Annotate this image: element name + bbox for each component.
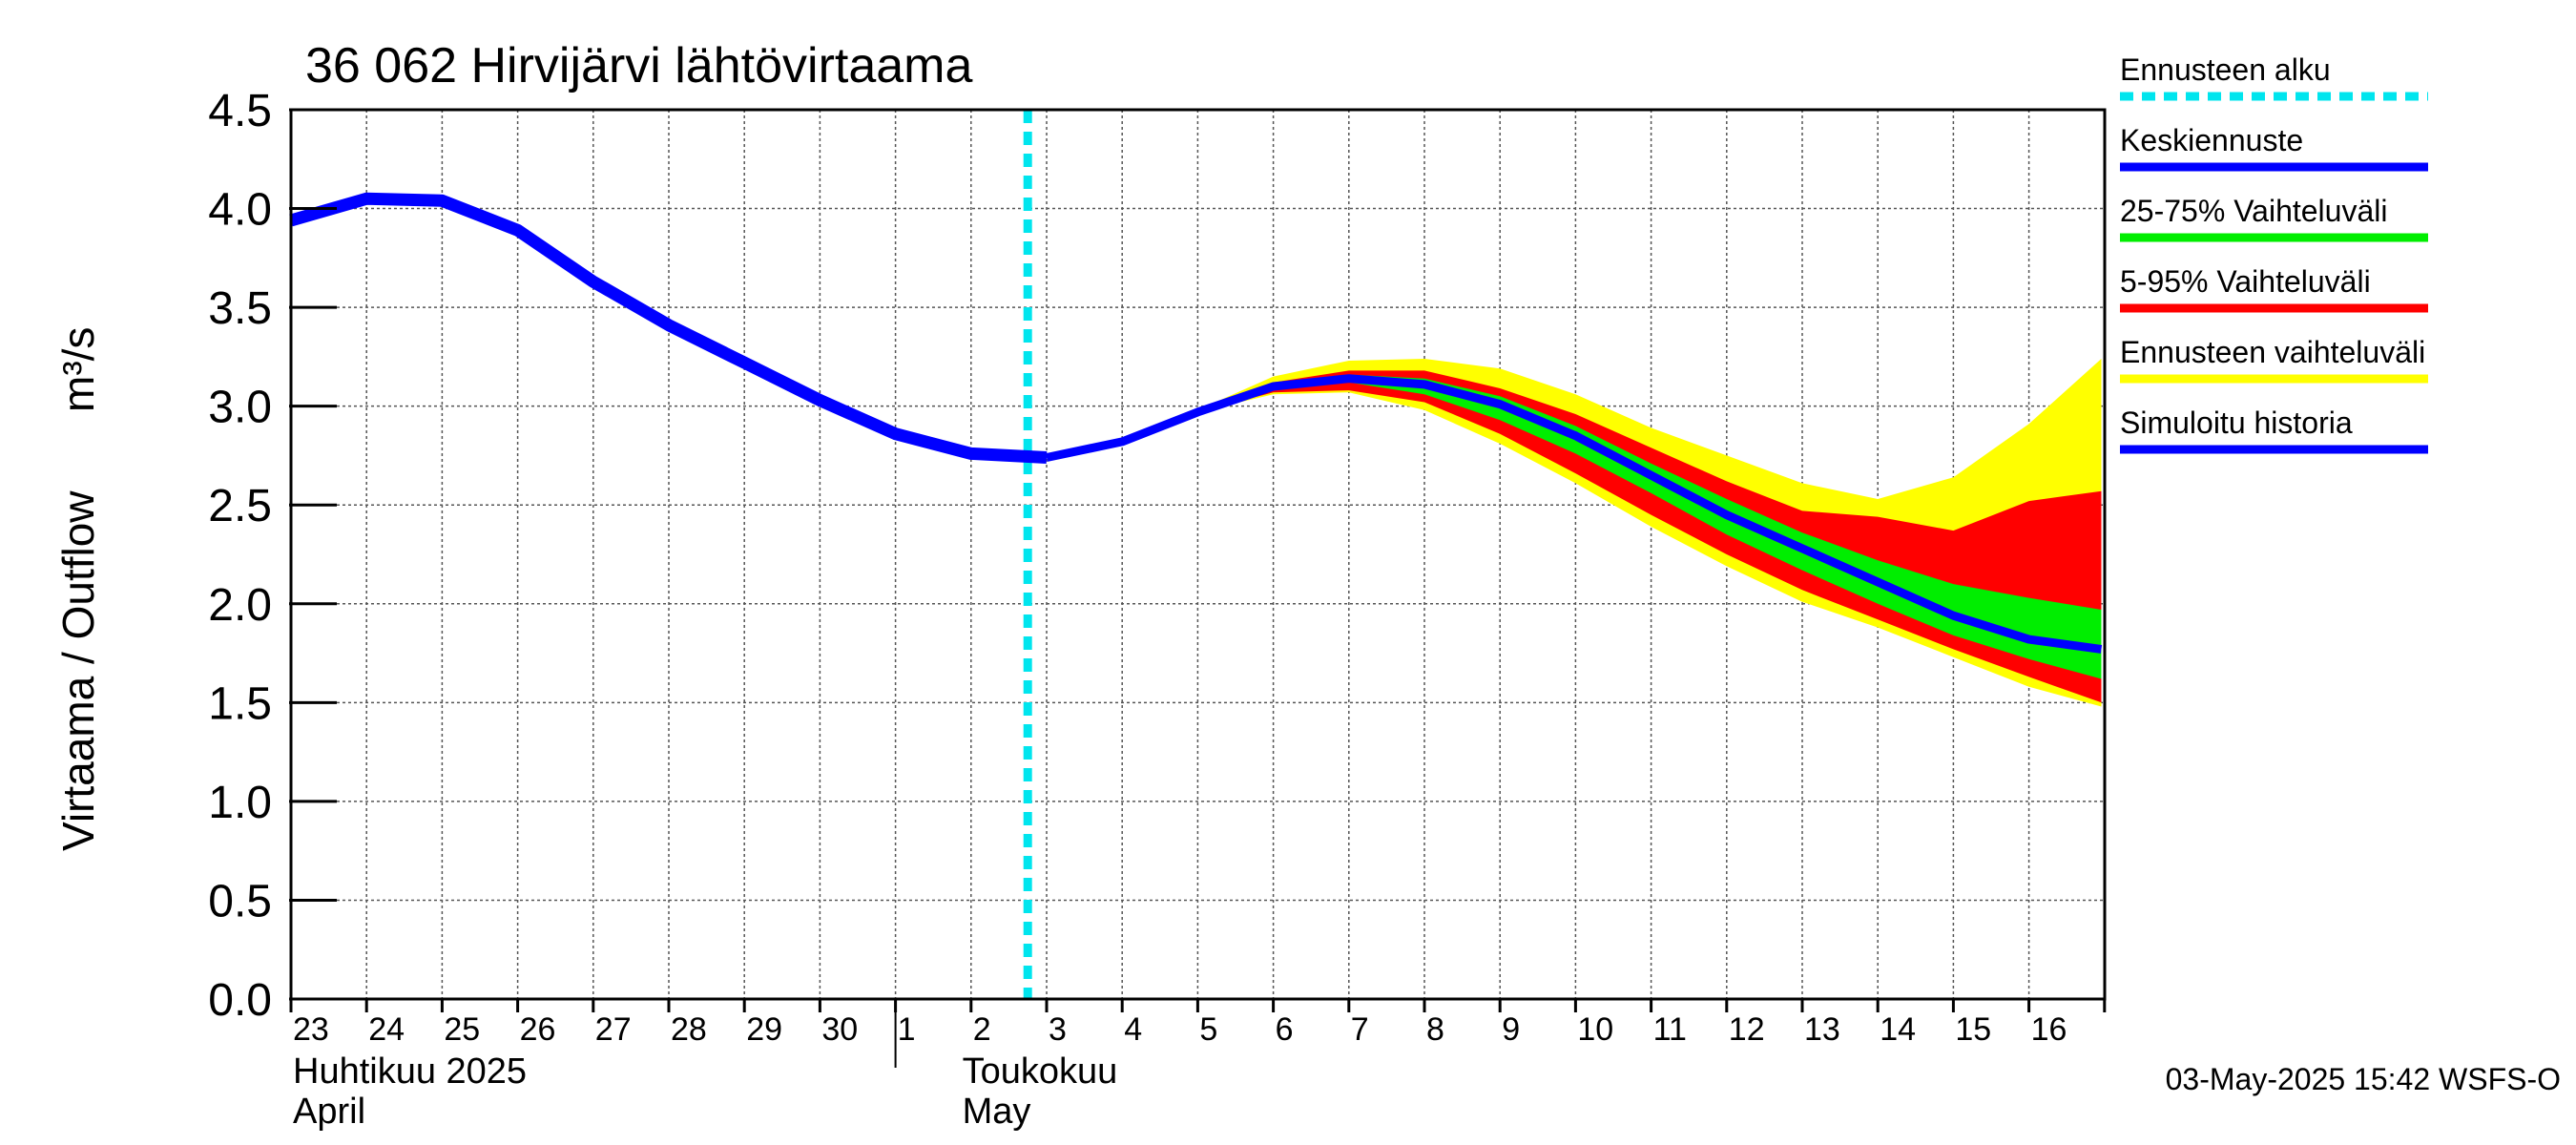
x-day-label: 8 [1426, 1011, 1444, 1048]
y-tick-labels: 0.0 0.5 1.0 1.5 2.0 2.5 3.0 3.5 4.0 4.5 [208, 86, 272, 1026]
x-day-label: 9 [1502, 1011, 1520, 1048]
x-day-label: 3 [1049, 1011, 1067, 1048]
y-tick-label: 1.5 [208, 678, 272, 729]
y-tick-label: 1.0 [208, 778, 272, 828]
axes [289, 108, 2107, 1068]
y-tick-label: 4.5 [208, 86, 272, 136]
legend-label: 5-95% Vaihteluväli [2120, 264, 2371, 299]
x-day-label: 1 [898, 1011, 916, 1048]
series-lines [289, 110, 2103, 999]
x-day-label: 28 [671, 1011, 707, 1048]
x-day-label: 10 [1577, 1011, 1613, 1048]
x-day-label: 26 [520, 1011, 556, 1048]
x-day-label: 29 [746, 1011, 782, 1048]
x-day-label: 7 [1351, 1011, 1369, 1048]
y-axis-unit: m³/s [53, 327, 103, 412]
y-tick-label: 0.5 [208, 876, 272, 926]
x-day-label: 15 [1955, 1011, 1991, 1048]
y-tick-label: 2.5 [208, 481, 272, 531]
series-median-forecast [1046, 374, 2103, 654]
x-day-label: 13 [1804, 1011, 1840, 1048]
x-day-label: 4 [1124, 1011, 1142, 1048]
x-day-label: 2 [973, 1011, 991, 1048]
chart-title: 36 062 Hirvijärvi lähtövirtaama [305, 38, 972, 94]
legend-label: Ennusteen vaihteluväli [2120, 335, 2425, 369]
x-day-label: 16 [2031, 1011, 2067, 1048]
legend-label: Keskiennuste [2120, 123, 2303, 157]
month-label: Toukokuu [963, 1051, 1118, 1092]
y-tick-label: 3.5 [208, 283, 272, 334]
x-day-labels: 23 24 25 26 27 28 29 30 1 2 3 4 5 6 7 8 9 10 11 12 13 14 15 16 [293, 1011, 2067, 1048]
y-tick-label: 4.0 [208, 185, 272, 236]
x-day-label: 5 [1199, 1011, 1217, 1048]
x-day-label: 6 [1276, 1011, 1294, 1048]
legend: Ennusteen alku Keskiennuste 25-75% Vaihtel… [2120, 52, 2428, 454]
x-day-label: 11 [1653, 1011, 1687, 1048]
timestamp: 03-May-2025 15:42 WSFS-O [2166, 1062, 2561, 1096]
legend-label: Ennusteen alku [2120, 52, 2331, 87]
x-day-label: 24 [368, 1011, 405, 1048]
x-day-label: 23 [293, 1011, 329, 1048]
series-simulated-history [289, 192, 1048, 464]
y-tick-label: 0.0 [208, 975, 272, 1026]
x-day-label: 27 [595, 1011, 632, 1048]
month-label-english: May [963, 1092, 1031, 1132]
legend-label: Simuloitu historia [2120, 406, 2353, 440]
x-day-label: 12 [1729, 1011, 1765, 1048]
x-day-label: 30 [821, 1011, 858, 1048]
legend-label: 25-75% Vaihteluväli [2120, 194, 2387, 228]
x-day-label: 25 [444, 1011, 480, 1048]
month-label-english: April [293, 1092, 365, 1132]
x-day-label: 14 [1880, 1011, 1916, 1048]
y-tick-label: 2.0 [208, 580, 272, 631]
y-axis-label: Virtaama / Outflow [53, 490, 103, 851]
y-tick-label: 3.0 [208, 383, 272, 433]
month-label: Huhtikuu 2025 [293, 1051, 527, 1092]
